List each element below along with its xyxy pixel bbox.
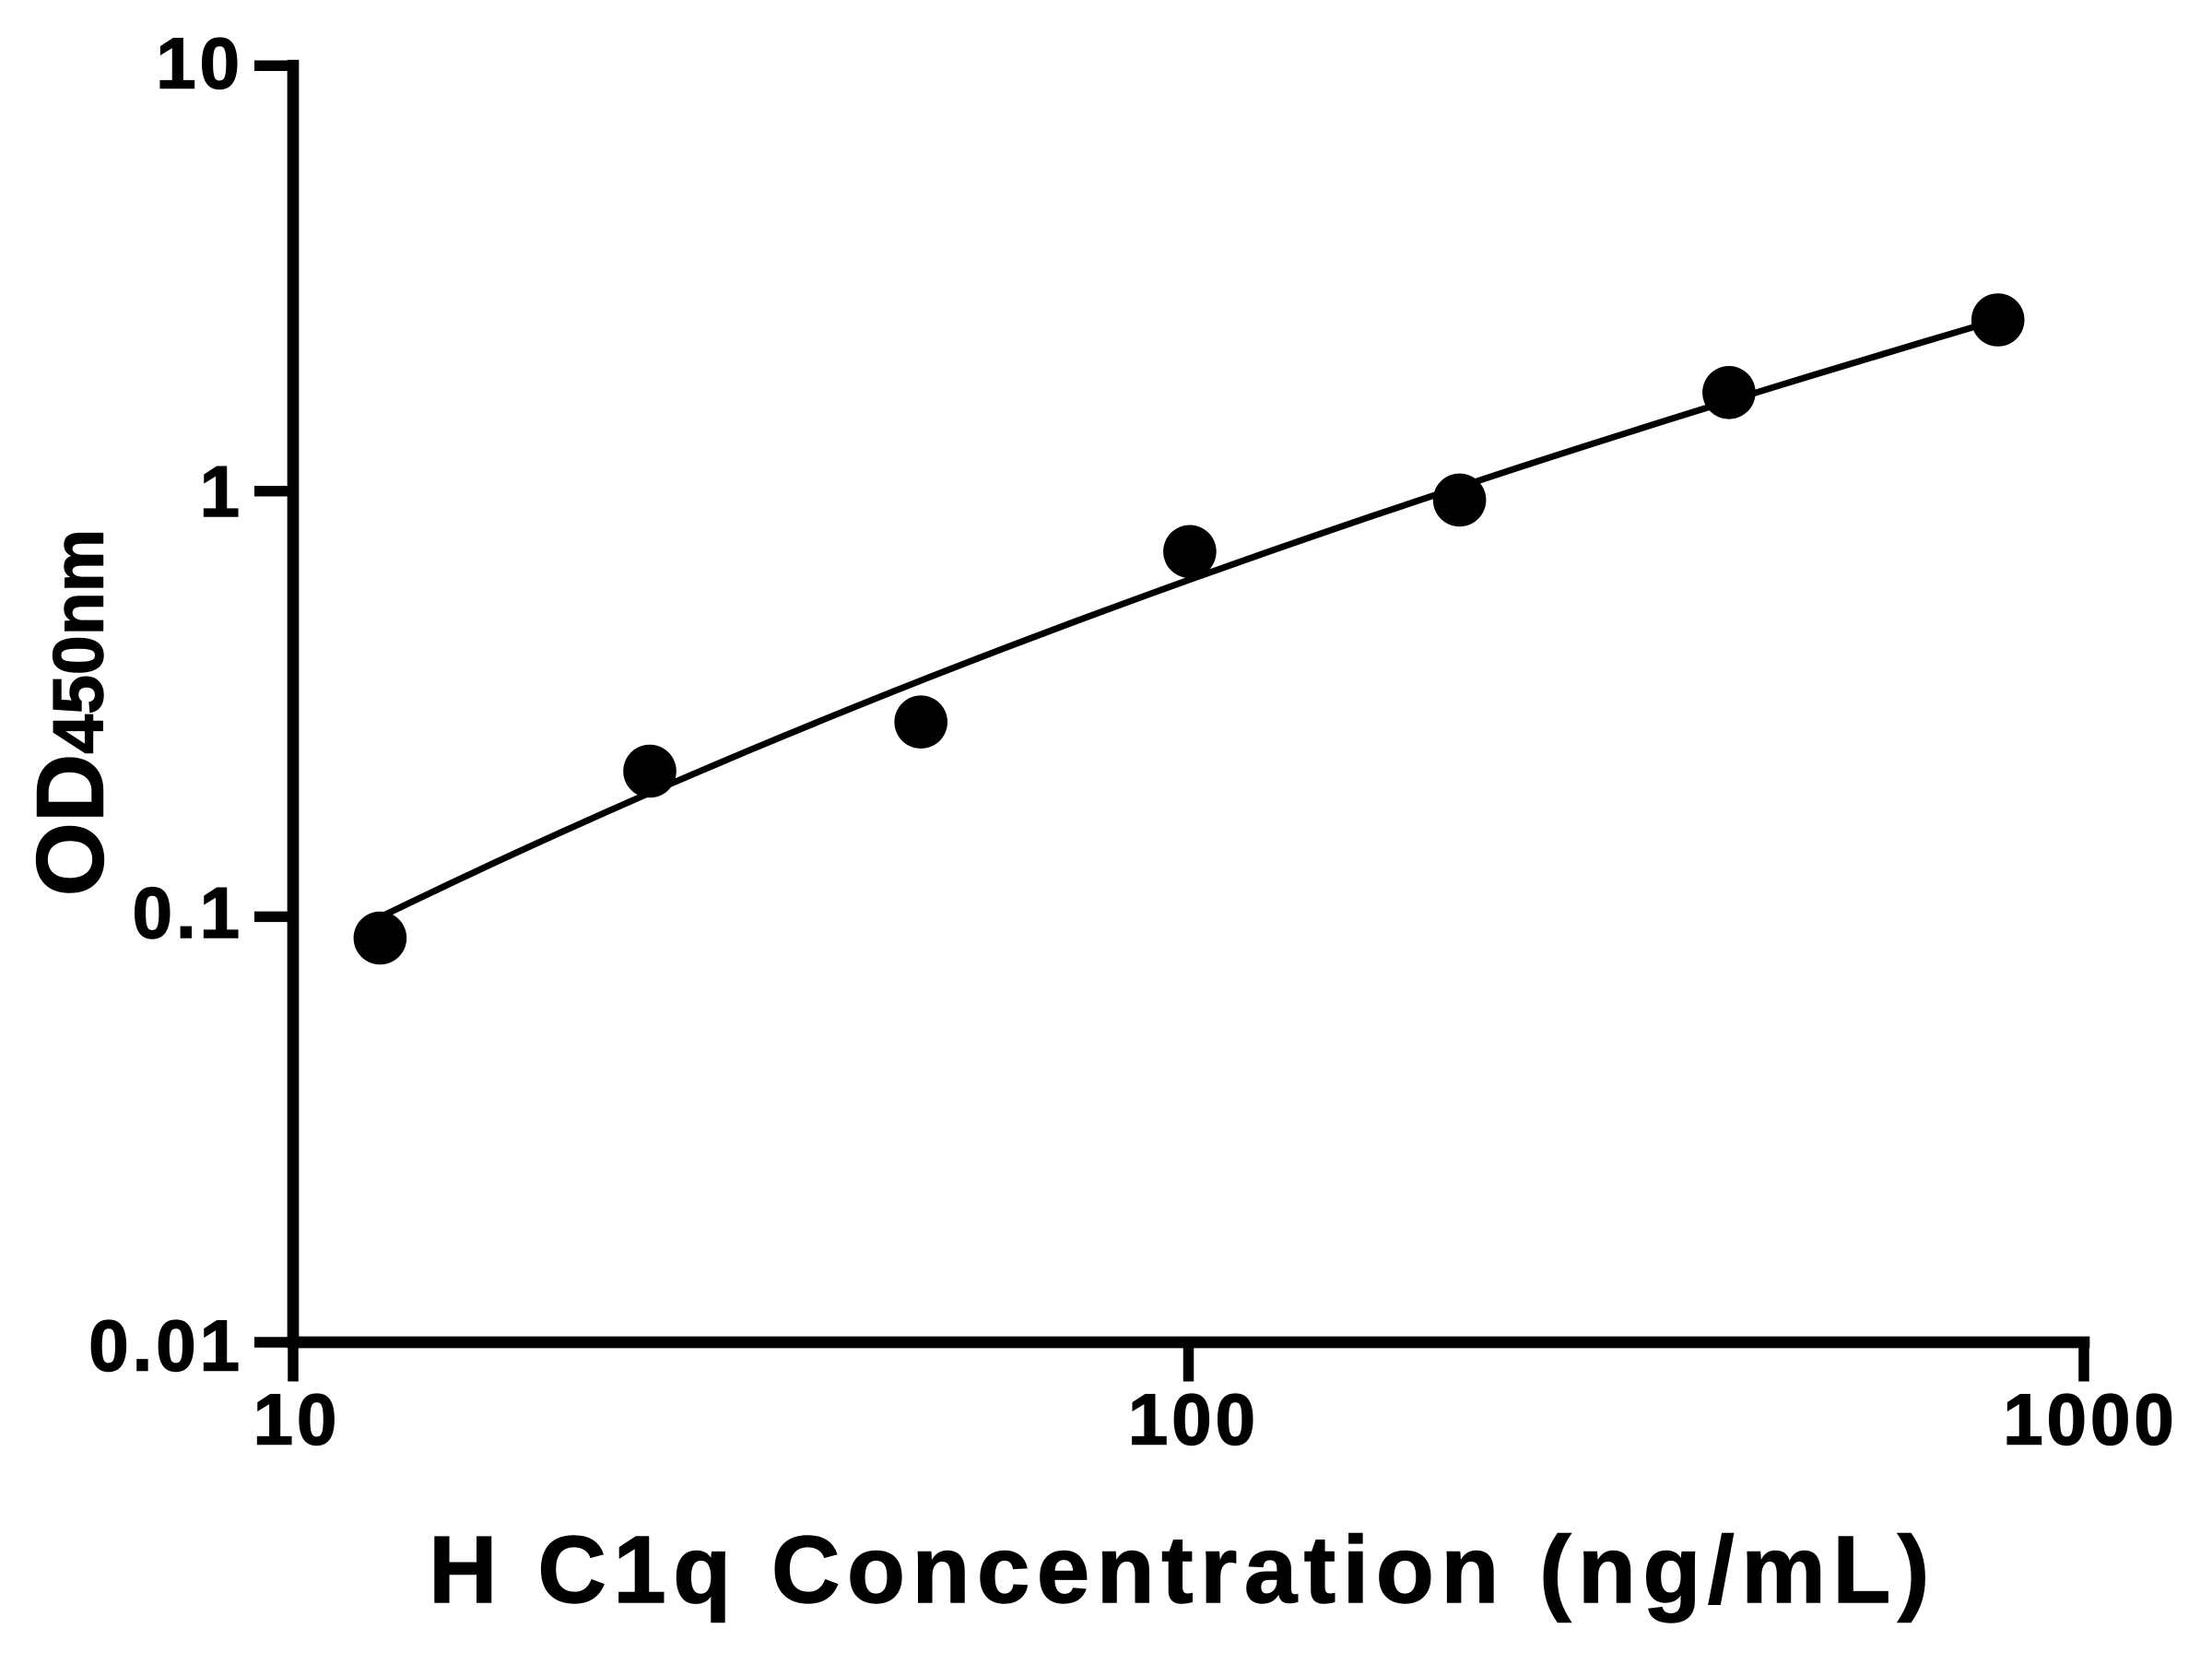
- svg-text:10: 10: [253, 1379, 341, 1460]
- svg-text:10: 10: [156, 23, 243, 104]
- svg-text:1: 1: [200, 451, 243, 532]
- svg-text:H C1q Concentration (ng/mL): H C1q Concentration (ng/mL): [429, 1516, 1936, 1623]
- svg-text:100: 100: [1128, 1379, 1259, 1460]
- svg-text:0.1: 0.1: [133, 872, 243, 953]
- svg-text:0.01: 0.01: [88, 1305, 243, 1387]
- svg-text:1000: 1000: [2003, 1379, 2178, 1460]
